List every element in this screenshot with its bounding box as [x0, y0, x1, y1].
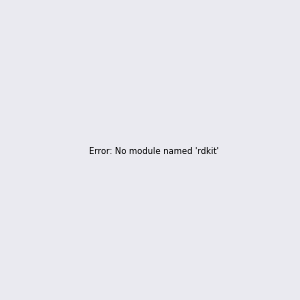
Text: Error: No module named 'rdkit': Error: No module named 'rdkit' — [89, 147, 219, 156]
